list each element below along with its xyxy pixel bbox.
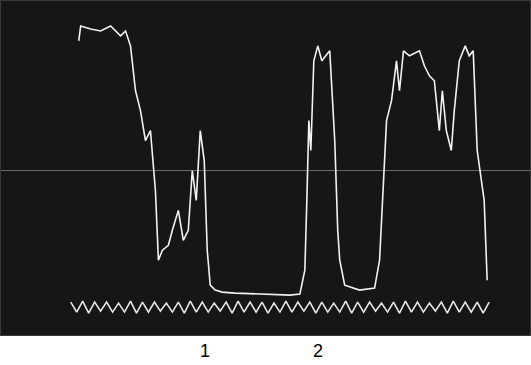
svg-text:1: 1 — [200, 341, 210, 361]
svg-text:2: 2 — [313, 341, 323, 361]
